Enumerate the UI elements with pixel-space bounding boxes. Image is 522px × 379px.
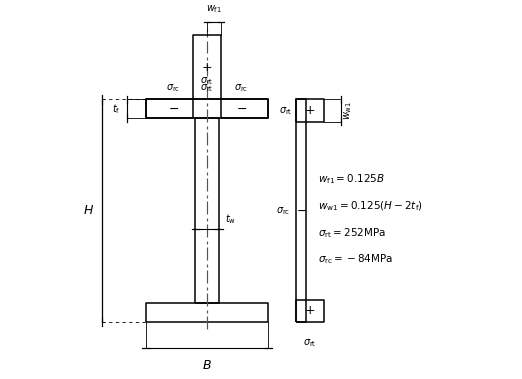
Text: $w_{\mathrm{w1}}=0.125(H-2t_{\mathrm{f}})$: $w_{\mathrm{w1}}=0.125(H-2t_{\mathrm{f}}…	[318, 199, 423, 213]
Text: $\sigma_{\rm rc}$: $\sigma_{\rm rc}$	[167, 82, 181, 94]
Text: $\sigma_{\mathrm{rt}}=252\mathrm{MPa}$: $\sigma_{\mathrm{rt}}=252\mathrm{MPa}$	[318, 226, 386, 240]
Text: $\sigma_{\rm rt}$: $\sigma_{\rm rt}$	[200, 82, 214, 94]
Text: +: +	[305, 104, 315, 117]
Text: $\sigma_{\rm rt}$: $\sigma_{\rm rt}$	[303, 337, 317, 349]
Text: $\sigma_{\rm rt}$: $\sigma_{\rm rt}$	[200, 75, 214, 87]
Text: $\sigma_{\rm rt}$: $\sigma_{\rm rt}$	[279, 105, 292, 116]
Text: $B$: $B$	[203, 359, 212, 372]
Text: $-$: $-$	[168, 102, 179, 115]
Text: +: +	[202, 61, 212, 74]
Text: $\sigma_{\mathrm{rc}}=-84\mathrm{MPa}$: $\sigma_{\mathrm{rc}}=-84\mathrm{MPa}$	[318, 252, 394, 266]
Text: $-$: $-$	[295, 204, 306, 217]
Text: $w_{\mathrm{f1}}=0.125B$: $w_{\mathrm{f1}}=0.125B$	[318, 172, 385, 186]
Text: $w_{\rm w1}$: $w_{\rm w1}$	[342, 101, 354, 120]
Text: $\sigma_{\rm rc}$: $\sigma_{\rm rc}$	[276, 205, 291, 217]
Text: $-$: $-$	[236, 102, 247, 115]
Text: $\sigma_{\rm rc}$: $\sigma_{\rm rc}$	[234, 82, 248, 94]
Text: $t_{\rm w}$: $t_{\rm w}$	[224, 212, 236, 226]
Text: $H$: $H$	[83, 204, 94, 217]
Text: $t_{\rm f}$: $t_{\rm f}$	[112, 102, 121, 116]
Text: +: +	[305, 304, 315, 317]
Text: $w_{\rm f1}$: $w_{\rm f1}$	[206, 3, 222, 15]
